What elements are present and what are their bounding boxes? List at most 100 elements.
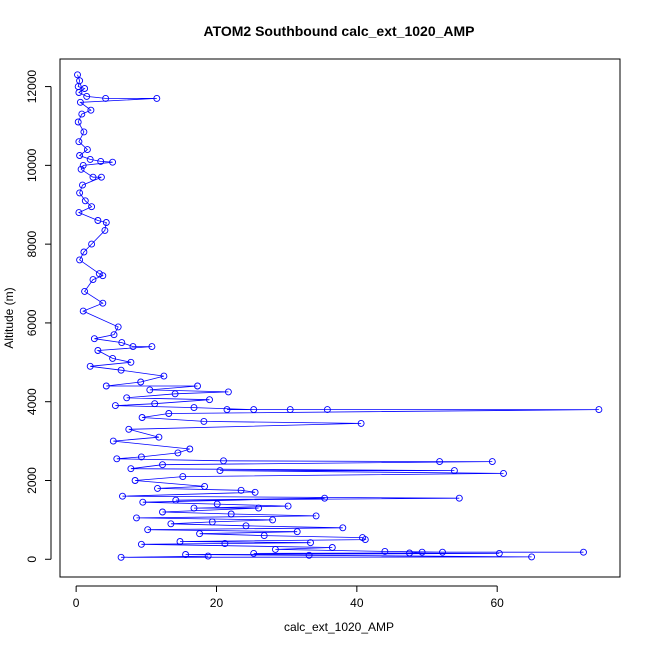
data-point [88,203,96,211]
data-point [78,110,86,118]
data-point [293,528,301,536]
data-point [81,287,89,295]
data-point [159,461,166,469]
data-point [206,396,213,404]
data-point [109,437,117,445]
data-point [186,445,194,453]
y-tick-label: 12000 [25,70,39,104]
data-point [204,552,212,560]
data-point [137,453,145,461]
data-point [97,173,105,181]
data-point [89,276,97,284]
data-point [74,71,81,79]
data-point [323,406,331,414]
data-point [153,94,161,102]
series-line [77,74,599,558]
data-point [125,425,133,433]
data-point [83,92,91,100]
data-point [111,402,119,410]
data-point [99,272,107,280]
data-point [182,551,190,558]
data-point [357,419,365,427]
x-tick-label: 60 [491,596,505,610]
data-point [250,406,258,414]
data-point [109,158,117,166]
data-point [286,406,294,414]
data-point [86,362,94,370]
data-point [242,522,250,530]
data-point [79,161,87,169]
data-point [83,146,91,154]
data-point [80,128,88,136]
data-point [224,388,232,396]
data-point [339,524,347,532]
data-point [528,553,536,561]
data-point [305,551,313,559]
y-tick-label: 6000 [25,309,39,336]
data-point [99,299,107,307]
data-point [488,458,496,466]
data-point [284,502,292,510]
data-point [133,514,140,522]
data-point [208,518,216,526]
data-point [86,155,94,163]
data-point [213,500,221,508]
data-point [328,544,336,551]
x-tick-label: 20 [210,596,224,610]
data-point [127,465,135,473]
data-point [201,482,209,490]
x-axis: 0 20 40 60 [73,585,505,610]
data-point [237,486,245,494]
data-point [307,539,314,547]
data-point [200,417,208,425]
data-point [77,165,85,173]
data-point [75,138,83,146]
data-point [81,85,89,92]
data-point [580,548,587,556]
data-point [159,508,166,516]
data-point [127,358,135,366]
data-point [260,532,268,540]
data-point [165,410,173,417]
data-point [255,504,263,512]
data-point [381,547,389,555]
data-point [439,548,446,556]
x-tick-label: 40 [350,596,364,610]
x-axis-label: calc_ext_1020_AMP [284,620,394,634]
data-point [271,545,279,553]
data-point [167,520,175,528]
data-point [80,248,88,256]
y-tick-label: 4000 [25,388,39,415]
data-point [90,335,98,343]
y-tick-label: 0 [25,556,39,563]
data-point [174,449,182,457]
y-tick-label: 2000 [25,467,39,494]
data-point [75,209,83,217]
data-point [250,549,258,557]
data-point [148,343,156,351]
data-point [76,189,84,197]
data-point [129,343,137,351]
data-point [87,106,95,114]
data-point [154,484,161,492]
data-point [94,217,102,224]
data-point [110,331,118,339]
data-point [75,89,83,96]
data-point [118,339,126,347]
data-point [406,549,413,557]
data-point [97,157,105,165]
data-point [79,181,86,189]
data-point [137,378,145,386]
data-point [95,270,103,278]
data-point [223,406,231,414]
data-point [190,404,198,412]
data-point [113,455,121,463]
data-point [176,538,184,545]
data-point [131,477,139,484]
data-point [88,240,96,248]
data-point [361,536,369,544]
data-point [102,219,110,226]
data-point [79,307,87,315]
data-point [74,118,82,126]
